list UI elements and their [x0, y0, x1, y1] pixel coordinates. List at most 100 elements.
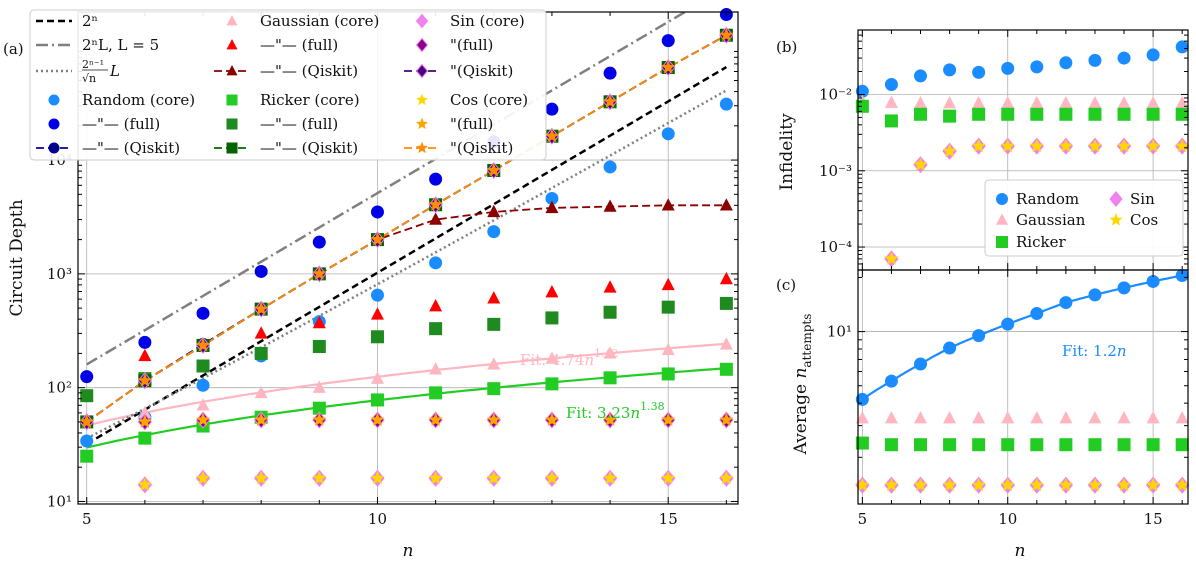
point-cos_qiskit — [254, 301, 269, 316]
legend-marker-ricker_core — [226, 94, 238, 106]
point-ricker_full — [80, 389, 94, 403]
y-tick-label: 10³ — [47, 265, 72, 283]
fit-label-ricker: Fit: 3.23n1.38 — [566, 400, 665, 422]
legend-frac-L: L — [109, 62, 120, 80]
panel-c-fit-curves — [861, 274, 1183, 401]
point-b_gauss — [914, 95, 928, 109]
legend-b-label-b_ricker: Ricker — [1016, 233, 1066, 251]
point-b_gauss — [1117, 95, 1131, 109]
point-b_gauss — [884, 95, 898, 108]
legend-label-ricker_qiskit: —"— (Qiskit) — [260, 139, 358, 157]
point-rand_full — [545, 102, 559, 116]
point-c_random — [1059, 296, 1073, 310]
point-c_ricker — [972, 438, 986, 452]
x-tick-label: 15 — [659, 510, 678, 528]
point-ricker_core — [312, 401, 326, 415]
legend-marker-rand_qiskit — [48, 142, 60, 154]
point-gauss_full — [603, 280, 617, 293]
panel-b-legend-items: Random Gaussian Ricker Sin Cos — [996, 190, 1158, 251]
legend-frac-num: 2ⁿ⁻¹ — [82, 58, 104, 71]
point-gauss_full — [487, 291, 501, 304]
legend-label-sin_core: Sin (core) — [450, 12, 525, 30]
panel-b-tag: (b) — [776, 38, 797, 56]
point-c_cos — [1087, 477, 1103, 492]
point-c_gauss — [914, 411, 928, 424]
point-b_gauss — [1146, 95, 1160, 109]
point-c_ricker — [1146, 438, 1160, 452]
panel-c-ticks: 10¹ 5 10 15 — [827, 270, 1188, 528]
point-ricker_full — [661, 300, 675, 314]
x-tick-label: 15 — [1144, 510, 1163, 528]
point-b_ricker — [972, 107, 986, 121]
point-b_gauss — [972, 95, 986, 109]
point-gauss_core — [196, 398, 210, 411]
point-c_gauss — [1030, 411, 1044, 424]
point-c_random — [972, 329, 986, 343]
legend-marker-ricker_full — [226, 118, 238, 130]
point-c_ricker — [1001, 438, 1015, 452]
point-b_ricker — [1030, 107, 1044, 121]
point-rand_full — [138, 335, 152, 349]
panel-a: 10¹10²10³10⁴51015 (a) Circuit Depth n Fi… — [3, 8, 739, 561]
legend-b-marker-b_random — [996, 193, 1008, 205]
point-ricker_core — [487, 382, 501, 396]
point-c_cos — [1058, 477, 1073, 492]
point-ricker_full — [196, 359, 210, 373]
point-cos_core — [312, 470, 327, 485]
legend-b-label-b_random: Random — [1016, 190, 1079, 208]
point-ricker_full — [545, 311, 559, 325]
point-gauss_core — [429, 362, 443, 375]
fit-curve-1 — [86, 367, 727, 449]
fit-curve-random — [861, 274, 1183, 401]
fit-label-random-var: n — [1117, 342, 1127, 360]
point-b_ricker — [914, 107, 928, 121]
panel-b-ylabel: Infidelity — [777, 113, 797, 191]
legend-b-marker-b_gauss — [996, 213, 1008, 225]
point-cos_qiskit — [137, 373, 152, 387]
point-b_ricker — [1059, 107, 1073, 121]
point-rand_core — [603, 160, 617, 174]
legend-marker-ricker_qiskit — [226, 142, 238, 154]
point-b_gauss — [1001, 95, 1015, 109]
point-b_cos — [1146, 138, 1161, 153]
point-c_ricker — [1030, 438, 1044, 452]
point-ricker_core — [370, 393, 384, 407]
point-rand_core — [196, 378, 210, 392]
point-ricker_core — [603, 371, 617, 385]
panel-b-legend-box — [984, 179, 1184, 257]
legend-items: 2ⁿ 2ⁿL, L = 5 2ⁿ⁻¹ √n L Random (core) —"— (ful… — [36, 12, 528, 157]
point-b_random — [1030, 60, 1044, 74]
point-gauss_qiskit — [719, 198, 733, 211]
point-cos_full — [312, 412, 327, 427]
legend-b-marker-b_cos — [1109, 213, 1123, 226]
point-ricker_full — [487, 317, 501, 331]
panel-a-fit-curves — [86, 342, 727, 449]
point-b_random — [1059, 56, 1073, 70]
point-cos_qiskit — [602, 94, 618, 108]
legend-label-rand_core: Random (core) — [82, 91, 195, 109]
fit-label-ricker-text: Fit: 3.23 — [566, 404, 630, 422]
point-ricker_full — [603, 305, 617, 319]
legend-b-marker-b_sin — [1109, 191, 1123, 207]
legend-label-rand_full: —"— (full) — [82, 115, 160, 133]
legend-label-2nL: 2ⁿL, L = 5 — [82, 36, 159, 54]
legend-box — [29, 9, 547, 161]
fit-label-random-text: Fit: 1.2 — [1062, 342, 1117, 360]
x-tick-label: 5 — [82, 510, 92, 528]
fit-label-gaussian-var: n — [584, 351, 594, 369]
legend-label-cos_qiskit: "(Qiskit) — [450, 139, 513, 157]
panel-a-tag: (a) — [3, 40, 24, 58]
point-c_gauss — [1117, 411, 1131, 424]
point-b_gauss — [1030, 95, 1044, 109]
legend-b-marker-b_ricker — [996, 236, 1008, 248]
point-b_random — [1088, 53, 1102, 67]
point-rand_core — [429, 256, 443, 270]
point-cos_core — [137, 477, 152, 491]
panel-a-xlabel: n — [403, 541, 414, 561]
panel-c-frame — [857, 269, 1189, 505]
legend-marker-cos_full — [415, 117, 429, 130]
legend-label-cos_core: Cos (core) — [450, 91, 528, 109]
point-c_random — [855, 392, 869, 406]
point-cos_qiskit — [661, 60, 676, 74]
point-c_random — [1088, 288, 1102, 302]
